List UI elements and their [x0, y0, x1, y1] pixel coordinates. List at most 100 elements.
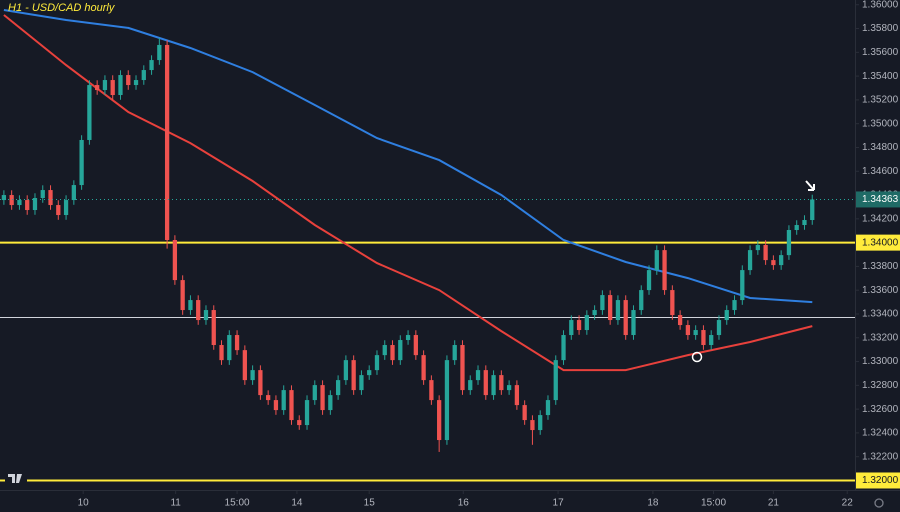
candle-body	[102, 80, 108, 91]
candle-body	[506, 385, 512, 391]
x-tick-label: 14	[291, 498, 303, 509]
candle-body	[631, 310, 636, 336]
y-tick-label: 1.35600	[862, 47, 899, 58]
y-tick-label: 1.33000	[862, 356, 899, 367]
candle-body	[677, 315, 683, 326]
y-tick-label: 1.36000	[862, 0, 899, 10]
candle-body	[48, 190, 53, 206]
candle-body	[709, 335, 714, 346]
candle-body	[592, 310, 597, 316]
candle-body	[452, 345, 457, 361]
chart-title: H1 - USD/CAD hourly	[8, 2, 116, 14]
candle-body	[685, 325, 691, 336]
annotation-arrow	[805, 180, 815, 191]
x-tick-label: 17	[553, 498, 565, 509]
candle-body	[413, 335, 418, 356]
level-label-box	[856, 234, 900, 251]
candle-body	[304, 400, 310, 426]
candle-body	[654, 250, 659, 271]
candle-body	[149, 60, 154, 71]
candle-body	[429, 380, 434, 401]
candle-body	[196, 300, 201, 321]
candle-body	[810, 199, 815, 221]
candle-body	[701, 330, 706, 346]
y-tick-label: 1.35200	[862, 95, 899, 106]
candle-body	[779, 255, 784, 266]
candle-body	[359, 375, 364, 391]
y-tick-label: 1.35400	[862, 71, 899, 82]
last-price-box	[856, 191, 900, 208]
candle-body	[491, 375, 496, 396]
candle-body	[133, 80, 139, 86]
candle-body	[17, 200, 22, 206]
candle-body	[211, 310, 216, 346]
y-tick-label: 1.32200	[862, 451, 899, 462]
candle-body	[118, 75, 123, 96]
y-tick-label: 1.34200	[862, 213, 899, 224]
candle-body	[553, 360, 558, 401]
candle-body	[312, 385, 317, 401]
candle-body	[172, 240, 178, 281]
candle-body	[600, 295, 605, 311]
candle-body	[227, 335, 232, 361]
candle-body	[584, 315, 589, 331]
candle-body	[110, 80, 115, 96]
candle-body	[343, 360, 349, 381]
candle-body	[615, 300, 621, 321]
candle-body	[87, 85, 92, 140]
y-tick-label: 1.32800	[862, 380, 899, 391]
y-tick-label: 1.32400	[862, 428, 899, 439]
candle-body	[32, 198, 38, 211]
candle-body	[328, 395, 333, 411]
candle-body	[56, 205, 61, 216]
level-label: 1.34000	[862, 237, 899, 248]
settings-icon[interactable]	[874, 498, 884, 508]
candle-body	[351, 360, 356, 391]
y-tick-label: 1.33600	[862, 285, 899, 296]
candle-body	[670, 290, 675, 316]
candle-body	[468, 380, 473, 391]
candle-body	[242, 350, 247, 381]
candle-body	[475, 370, 481, 381]
candle-body	[538, 415, 543, 431]
candle-body	[95, 85, 100, 91]
candle-body	[335, 380, 341, 396]
candle-body	[126, 75, 131, 86]
candle-body	[623, 300, 628, 336]
y-tick-label: 1.35000	[862, 118, 899, 129]
candle-body	[382, 345, 387, 356]
candle-body	[608, 295, 613, 321]
x-tick-label: 10	[78, 498, 90, 509]
moving-average	[3, 9, 813, 304]
candle-body	[180, 280, 185, 311]
candle-body	[157, 44, 162, 61]
candle-body	[522, 405, 527, 421]
candle-body	[483, 370, 488, 396]
logo	[5, 470, 27, 486]
x-tick-label: 15	[364, 498, 376, 509]
last-price-label: 1.34363	[862, 194, 899, 205]
candle-body	[421, 355, 426, 381]
x-tick-label: 15:00	[225, 498, 250, 509]
candle-body	[273, 400, 279, 411]
x-tick-label: 18	[647, 498, 659, 509]
candle-body	[437, 400, 442, 441]
candle-body	[164, 44, 170, 241]
candle-body	[646, 270, 652, 291]
y-tick-label: 1.34600	[862, 166, 899, 177]
x-tick-label: 15:00	[701, 498, 726, 509]
candle-body	[289, 390, 294, 421]
candle-body	[794, 225, 799, 231]
candle-body	[576, 320, 582, 331]
candle-body	[763, 245, 768, 261]
annotation-circle	[691, 351, 703, 363]
moving-average	[3, 14, 813, 372]
candle-body	[63, 200, 69, 216]
candle-body	[639, 290, 644, 311]
candle-body	[569, 320, 574, 336]
candle-body	[771, 260, 776, 266]
candle-body	[802, 220, 807, 226]
candle-body	[141, 70, 146, 81]
candle-body	[662, 250, 667, 291]
